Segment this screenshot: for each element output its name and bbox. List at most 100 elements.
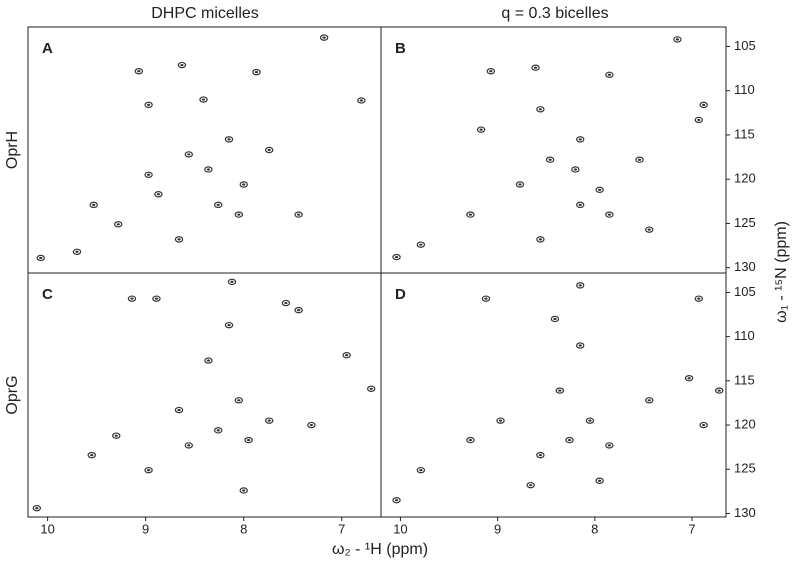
peak-core — [498, 419, 503, 422]
peak — [144, 171, 153, 178]
peak — [224, 136, 234, 143]
peak-core — [147, 173, 151, 176]
y-tick-label: 110 — [734, 82, 755, 97]
peak-contour — [366, 385, 376, 393]
peak-contour — [550, 315, 560, 323]
peak-contour — [252, 68, 261, 76]
peak — [184, 442, 194, 449]
peak-contour — [645, 226, 654, 233]
y-axis-label: ω₁ - ¹⁵N (ppm) — [773, 221, 790, 323]
peak-core — [607, 73, 611, 76]
peak-core — [147, 103, 151, 106]
peak-core — [717, 389, 721, 392]
peak — [576, 282, 585, 289]
peak-contour — [234, 397, 244, 404]
peak-core — [567, 438, 572, 442]
peak-contour — [585, 417, 595, 424]
peak-core — [598, 479, 602, 482]
peak-contour — [416, 466, 426, 474]
peak-core — [216, 429, 220, 432]
peak-contour — [319, 34, 329, 41]
peak-core — [130, 297, 134, 300]
peak — [585, 417, 595, 424]
peak — [184, 151, 194, 158]
peak — [699, 101, 708, 109]
peak-core — [394, 255, 399, 259]
y-tick-label: 105 — [734, 284, 756, 299]
peak-core — [92, 203, 96, 206]
peak-contour — [595, 186, 604, 194]
peak-contour — [486, 68, 496, 75]
x-tick-label: 7 — [688, 521, 695, 536]
peak — [342, 352, 351, 359]
peak — [239, 487, 248, 494]
peak — [536, 451, 545, 459]
peak-core — [489, 70, 493, 73]
peak-contour — [605, 71, 614, 78]
peak-core — [578, 203, 582, 206]
peak-contour — [476, 126, 486, 133]
peak-contour — [72, 248, 82, 255]
peak-core — [237, 213, 241, 216]
peak — [239, 181, 248, 188]
peak — [565, 436, 574, 444]
peak-contour — [134, 68, 144, 75]
y-tick-label: 115 — [734, 372, 755, 387]
peak — [684, 375, 694, 382]
peak-core — [637, 158, 642, 161]
row-label: OprH — [4, 131, 21, 169]
panel-letter: B — [395, 40, 406, 57]
peak-contour — [694, 295, 703, 302]
peak — [605, 71, 614, 78]
y-tick-label: 115 — [734, 126, 755, 141]
peak-contour — [294, 211, 303, 218]
peak-contour — [645, 397, 654, 404]
x-axis-label: ω₂ - ¹H (ppm) — [332, 541, 428, 558]
peak — [144, 101, 153, 109]
peak-contour — [184, 442, 194, 449]
peak — [227, 278, 237, 286]
peak-core — [177, 238, 181, 241]
row-label: OprG — [4, 375, 21, 414]
peak-contour — [416, 241, 426, 248]
peak-core — [675, 38, 680, 41]
peak-core — [322, 36, 326, 39]
peak — [416, 241, 426, 248]
peak-core — [369, 387, 373, 390]
peak-contour — [214, 427, 223, 434]
peak — [392, 497, 401, 504]
y-tick-label: 120 — [734, 171, 756, 186]
peak — [204, 166, 213, 173]
peak-contour — [526, 481, 535, 489]
peak-core — [242, 489, 246, 492]
peak — [127, 295, 137, 302]
peak-core — [227, 138, 231, 141]
peak-core — [154, 297, 159, 300]
peak-core — [297, 309, 301, 312]
peak — [526, 481, 535, 489]
peak-core — [697, 297, 701, 300]
peak-core — [538, 108, 542, 111]
peak-core — [254, 71, 259, 74]
peak — [265, 417, 274, 424]
x-tick-label: 10 — [393, 521, 407, 536]
peak — [694, 295, 703, 302]
peak-core — [607, 213, 611, 216]
peak-contour — [515, 181, 525, 188]
peak — [204, 357, 213, 364]
peak — [152, 295, 161, 302]
peak-contour — [112, 432, 121, 439]
peak-core — [533, 66, 538, 69]
peak-core — [90, 454, 94, 457]
peak — [645, 226, 654, 233]
peak-contour — [576, 282, 585, 289]
peak-core — [647, 399, 651, 402]
peak-core — [267, 148, 271, 152]
peak-contour — [36, 254, 45, 262]
peak — [234, 211, 244, 218]
peak — [72, 248, 82, 255]
peak — [87, 451, 96, 459]
peak-contour — [204, 166, 213, 173]
peak-contour — [496, 417, 505, 424]
